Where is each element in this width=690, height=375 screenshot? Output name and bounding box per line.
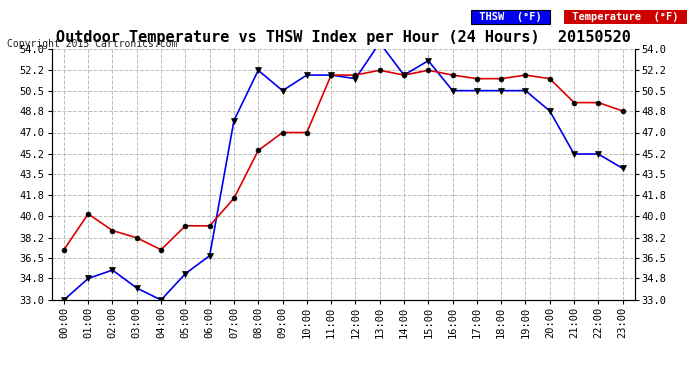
Text: Copyright 2015 Cartronics.com: Copyright 2015 Cartronics.com — [7, 39, 177, 50]
Text: THSW  (°F): THSW (°F) — [473, 12, 548, 22]
Title: Outdoor Temperature vs THSW Index per Hour (24 Hours)  20150520: Outdoor Temperature vs THSW Index per Ho… — [56, 30, 631, 45]
Text: Temperature  (°F): Temperature (°F) — [566, 12, 684, 22]
